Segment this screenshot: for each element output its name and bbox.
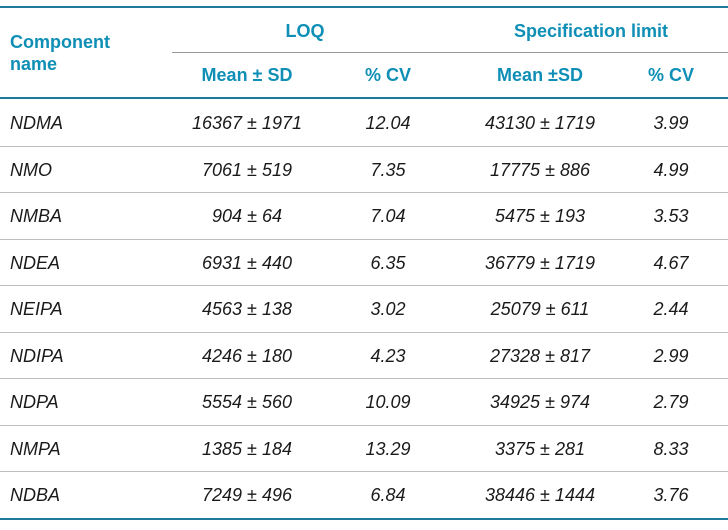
component-name-cell: NMPA — [10, 438, 61, 459]
loq-mean-cell: 4563 ± 138 — [202, 299, 292, 319]
component-name-cell: NMO — [10, 159, 52, 180]
spec-mean-cell: 38446 ± 1444 — [485, 485, 595, 505]
component-name-cell: NDIPA — [10, 345, 64, 366]
loq-cv-cell: 7.35 — [370, 159, 406, 180]
header-loq: LOQ — [285, 21, 325, 41]
loq-mean-cell: 7061 ± 519 — [202, 159, 292, 180]
loq-cv-cell: 13.29 — [365, 438, 411, 459]
row-divider — [0, 192, 728, 193]
spec-mean-cell: 34925 ± 974 — [490, 392, 590, 412]
loq-cv-cell: 6.84 — [370, 485, 406, 505]
loq-cv-cell: 10.09 — [365, 392, 411, 412]
spec-mean-cell: 36779 ± 1719 — [485, 252, 595, 273]
loq-cv-cell: 6.35 — [370, 252, 406, 273]
component-name-cell: NMBA — [10, 206, 63, 226]
header-specification-limit: Specification limit — [513, 21, 669, 41]
row-divider — [0, 331, 728, 333]
header-spec-mean: Mean ±SD — [497, 65, 583, 85]
header-spec-cv: % CV — [647, 65, 694, 85]
loq-mean-cell: 16367 ± 1971 — [192, 113, 302, 133]
loq-cv-cell: 3.02 — [370, 299, 406, 319]
header-bottom-rule — [0, 97, 728, 99]
spec-cv-cell: 2.99 — [653, 345, 689, 366]
loq-mean-cell: 904 ± 64 — [212, 206, 282, 226]
spec-mean-cell: 43130 ± 1719 — [485, 113, 595, 133]
spec-mean-cell: 27328 ± 817 — [490, 345, 590, 366]
loq-cv-cell: 4.23 — [370, 345, 406, 366]
row-divider — [0, 238, 728, 240]
spec-cv-cell: 4.99 — [653, 159, 689, 180]
loq-mean-cell: 6931 ± 440 — [202, 252, 292, 273]
loq-mean-cell: 5554 ± 560 — [202, 392, 292, 412]
loq-cv-cell: 7.04 — [370, 206, 406, 226]
loq-mean-cell: 1385 ± 184 — [202, 438, 292, 459]
table-bottom-rule — [0, 517, 728, 520]
header-group-rule — [172, 52, 728, 53]
row-divider — [0, 378, 728, 379]
row-divider — [0, 471, 728, 472]
spec-mean-cell: 25079 ± 611 — [490, 299, 590, 319]
spec-cv-cell: 2.44 — [653, 299, 689, 319]
loq-mean-cell: 4246 ± 180 — [202, 345, 292, 366]
row-divider — [0, 285, 728, 286]
spec-cv-cell: 3.99 — [653, 113, 689, 133]
component-name-cell: NEIPA — [10, 299, 63, 319]
component-name-cell: NDMA — [10, 113, 63, 133]
spec-cv-cell: 8.33 — [653, 438, 689, 459]
spec-cv-cell: 3.76 — [653, 485, 689, 505]
row-divider — [0, 424, 728, 426]
table-top-rule — [0, 6, 728, 8]
loq-cv-cell: 12.04 — [365, 113, 411, 133]
spec-mean-cell: 3375 ± 281 — [495, 438, 585, 459]
component-name-cell: NDEA — [10, 252, 61, 273]
header-loq-cv: % CV — [364, 65, 411, 85]
spec-cv-cell: 3.53 — [653, 206, 689, 226]
spec-cv-cell: 4.67 — [653, 252, 689, 273]
header-component-name: Component name — [10, 32, 110, 74]
loq-mean-cell: 7249 ± 496 — [202, 485, 292, 505]
spec-cv-cell: 2.79 — [653, 392, 689, 412]
row-divider — [0, 145, 728, 147]
header-loq-mean: Mean ± SD — [201, 65, 293, 85]
spec-mean-cell: 17775 ± 886 — [490, 159, 590, 180]
component-name-cell: NDPA — [10, 392, 59, 412]
component-name-cell: NDBA — [10, 485, 61, 505]
spec-mean-cell: 5475 ± 193 — [495, 206, 585, 226]
